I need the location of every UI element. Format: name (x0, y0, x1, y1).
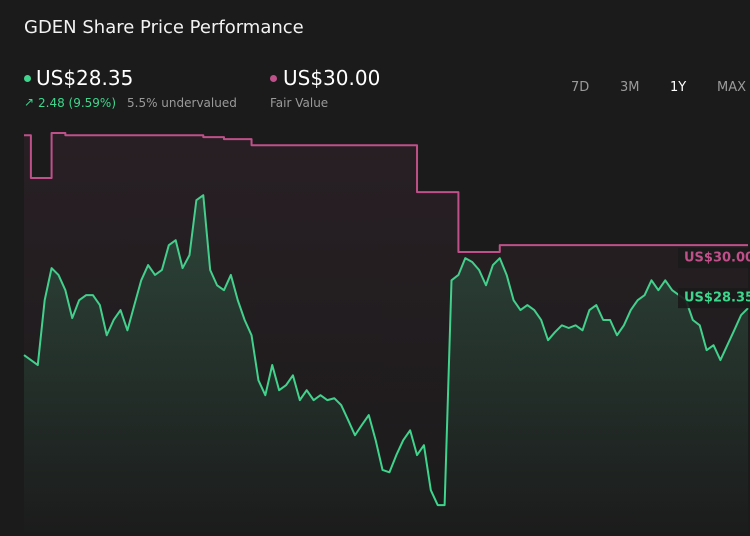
valuation: 5.5% undervalued (127, 96, 237, 110)
up-arrow: ↗ (24, 95, 35, 109)
fair-value-label: Fair Value (270, 96, 329, 110)
fair-value-tag-bg (678, 248, 750, 269)
fair-value-area (24, 132, 748, 536)
fair-value-line (24, 131, 748, 254)
price-change: 2.48 (9.59%) (38, 96, 117, 110)
fair-value-dot (270, 75, 277, 82)
chart-title: GDEN Share Price Performance (24, 17, 304, 38)
range-button[interactable]: 1Y (670, 80, 687, 95)
fair-value-tag: US$30.00 (684, 251, 750, 266)
range-button[interactable]: MAX (717, 80, 747, 95)
fair-value: US$30.00 (283, 66, 381, 90)
range-button[interactable]: 3M (620, 80, 640, 95)
price-dot (24, 75, 31, 82)
price-tag: US$28.35 (684, 291, 750, 306)
current-price: US$28.35 (36, 66, 134, 90)
price-tag-bg (678, 288, 750, 309)
range-button[interactable]: 7D (571, 80, 590, 95)
